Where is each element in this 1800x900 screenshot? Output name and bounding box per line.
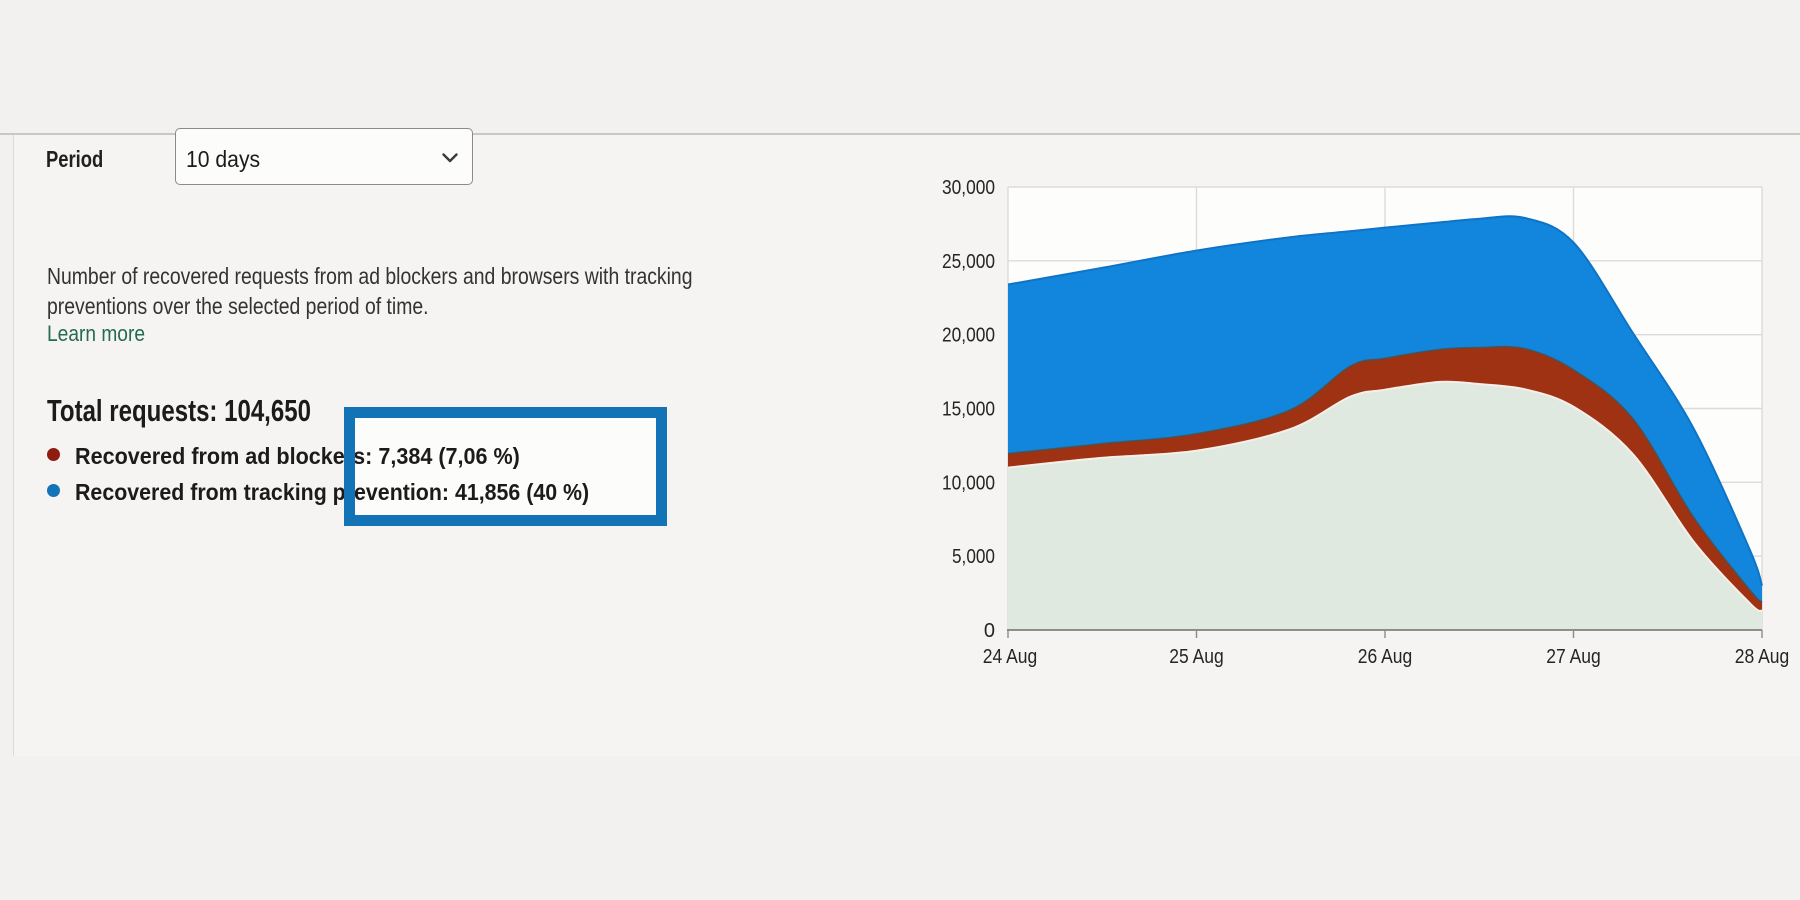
svg-text:24 Aug: 24 Aug bbox=[983, 646, 1038, 668]
svg-text:10,000: 10,000 bbox=[942, 472, 995, 494]
svg-text:15,000: 15,000 bbox=[942, 399, 995, 421]
svg-text:27 Aug: 27 Aug bbox=[1546, 646, 1601, 668]
svg-text:5,000: 5,000 bbox=[952, 546, 995, 568]
svg-text:28 Aug: 28 Aug bbox=[1735, 646, 1790, 668]
svg-text:0: 0 bbox=[984, 620, 995, 642]
svg-text:25,000: 25,000 bbox=[942, 251, 995, 273]
svg-text:26 Aug: 26 Aug bbox=[1358, 646, 1413, 668]
svg-text:25 Aug: 25 Aug bbox=[1169, 646, 1224, 668]
svg-text:30,000: 30,000 bbox=[942, 177, 995, 199]
svg-text:20,000: 20,000 bbox=[942, 325, 995, 347]
